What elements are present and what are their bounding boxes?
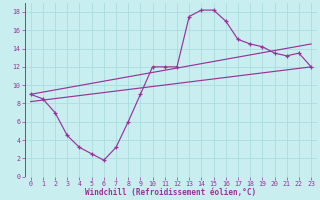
X-axis label: Windchill (Refroidissement éolien,°C): Windchill (Refroidissement éolien,°C) xyxy=(85,188,256,197)
